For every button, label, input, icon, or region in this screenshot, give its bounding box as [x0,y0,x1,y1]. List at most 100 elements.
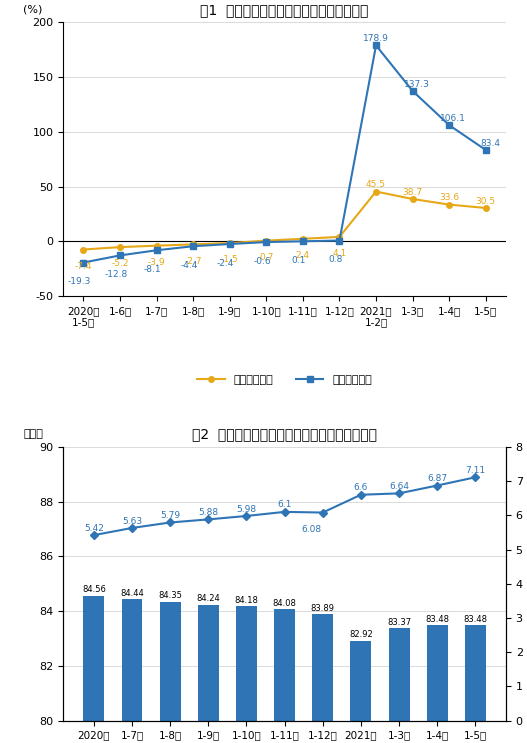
Bar [388,629,409,743]
Bar [160,602,181,743]
Text: 7.11: 7.11 [465,466,485,475]
Text: 30.5: 30.5 [476,197,496,206]
Text: 84.44: 84.44 [120,588,144,597]
Text: 83.37: 83.37 [387,618,411,627]
营业收入利润率 [319,508,326,517]
Text: 83.89: 83.89 [311,604,335,613]
Text: 33.6: 33.6 [439,193,459,202]
营业收入增速 [446,200,452,209]
营业收入利润率 [91,531,97,539]
营业收入利润率 [129,524,135,533]
Text: -5.2: -5.2 [111,259,129,268]
营业收入利润率 [243,511,250,520]
利润总额增速 [373,41,379,50]
Text: 0.8: 0.8 [328,256,343,265]
Text: -2.7: -2.7 [184,256,202,265]
Text: -19.3: -19.3 [67,277,91,287]
利润总额增速 [263,238,269,247]
Text: 0.1: 0.1 [291,256,306,265]
Text: 5.63: 5.63 [122,516,142,525]
营业收入利润率 [434,481,441,490]
Bar [274,609,295,743]
Bar [465,626,486,743]
Text: 6.6: 6.6 [354,483,368,493]
Text: 84.08: 84.08 [272,599,297,608]
Bar [198,605,219,743]
Text: 5.98: 5.98 [237,504,257,513]
利润总额增速 [446,120,452,129]
Text: 82.92: 82.92 [349,630,373,640]
Bar [312,614,333,743]
Text: 5.79: 5.79 [160,511,180,520]
Text: 84.24: 84.24 [197,594,220,603]
Text: 4.1: 4.1 [333,249,347,258]
Text: -1.5: -1.5 [221,255,239,265]
Text: 106.1: 106.1 [441,114,466,123]
营业收入增速 [300,234,306,243]
利润总额增速 [227,239,233,248]
Text: 83.4: 83.4 [480,139,500,148]
利润总额增速 [80,258,86,267]
Text: -0.6: -0.6 [253,257,271,266]
Text: (%): (%) [23,4,43,14]
利润总额增速 [153,246,160,255]
营业收入增速 [483,204,489,212]
Text: 6.87: 6.87 [427,474,447,483]
Bar [83,596,104,743]
利润总额增速 [117,251,123,260]
利润总额增速 [483,146,489,155]
Line: 营业收入利润率: 营业收入利润率 [91,475,478,538]
营业收入增速 [409,195,416,204]
Text: 84.18: 84.18 [235,596,258,605]
营业收入利润率 [396,489,402,498]
Text: 45.5: 45.5 [366,180,386,189]
Text: 83.48: 83.48 [463,615,487,624]
营业收入增速 [227,239,233,247]
Line: 营业收入增速: 营业收入增速 [81,189,489,253]
Text: 84.56: 84.56 [82,585,106,594]
Text: -4.4: -4.4 [180,262,198,270]
利润总额增速 [409,86,416,95]
营业收入利润率 [167,518,173,527]
Text: 2.4: 2.4 [296,251,310,260]
Text: 178.9: 178.9 [363,34,389,43]
营业收入增速 [263,236,269,245]
Bar [236,606,257,743]
Text: 84.35: 84.35 [158,591,182,600]
Bar [350,640,372,743]
Text: -8.1: -8.1 [143,265,161,274]
营业收入增速 [117,243,123,252]
Title: 图1  各月累计营业收入与利润总额同比增速: 图1 各月累计营业收入与利润总额同比增速 [200,3,369,17]
Bar [427,626,447,743]
Text: 6.1: 6.1 [277,501,292,510]
营业收入增速 [373,187,379,196]
Line: 利润总额增速: 利润总额增速 [81,42,489,265]
Text: -7.4: -7.4 [75,262,92,270]
Text: -3.9: -3.9 [148,258,165,267]
营业收入增速 [190,240,196,249]
Text: 38.7: 38.7 [403,187,423,197]
Text: 0.7: 0.7 [259,253,274,262]
利润总额增速 [190,241,196,250]
营业收入增速 [336,233,343,241]
Text: -12.8: -12.8 [104,270,128,279]
Text: 137.3: 137.3 [404,80,430,88]
Text: 5.42: 5.42 [84,524,104,533]
营业收入利润率 [205,515,211,524]
Text: -2.4: -2.4 [217,259,234,268]
利润总额增速 [300,237,306,246]
Text: （元）: （元） [23,429,43,438]
Text: 5.88: 5.88 [198,508,218,517]
Bar [122,599,142,743]
Title: 图2  各月累计利润率与每百元营业收入中的成本: 图2 各月累计利润率与每百元营业收入中的成本 [192,427,377,441]
营业收入增速 [153,241,160,250]
营业收入增速 [80,245,86,254]
利润总额增速 [336,236,343,245]
营业收入利润率 [472,473,479,481]
Text: 83.48: 83.48 [425,615,449,624]
营业收入利润率 [281,507,288,516]
Legend: 营业收入增速, 利润总额增速: 营业收入增速, 利润总额增速 [192,370,377,389]
Text: 6.64: 6.64 [389,482,409,491]
营业收入利润率 [358,490,364,499]
Text: 6.08: 6.08 [301,525,321,533]
